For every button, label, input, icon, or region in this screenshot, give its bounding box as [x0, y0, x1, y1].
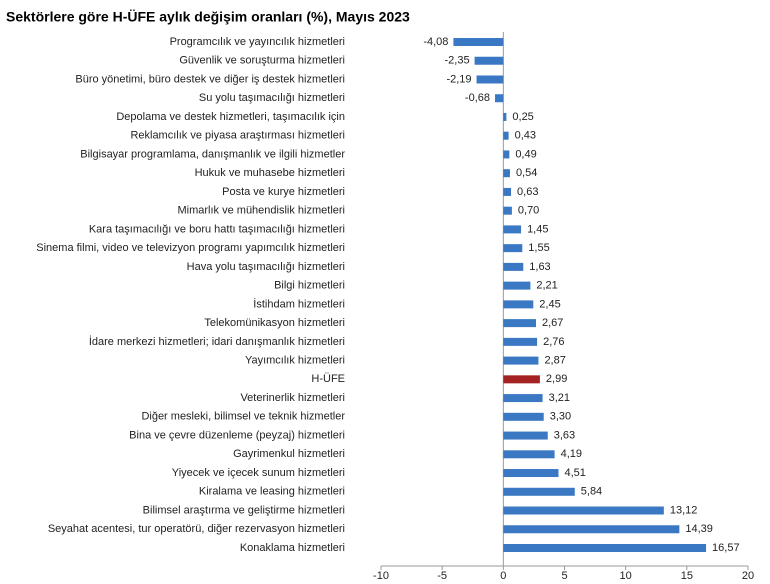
category-label: Mimarlık ve mühendislik hizmetleri [178, 205, 346, 217]
x-tick-label: 10 [620, 570, 632, 582]
bar [503, 487, 575, 496]
category-label: Yayımcılık hizmetleri [245, 354, 345, 366]
value-label: 3,63 [554, 429, 575, 441]
bar [503, 169, 510, 178]
value-label: 1,63 [529, 261, 550, 273]
value-label: 14,39 [685, 523, 713, 535]
bar [503, 300, 534, 309]
value-label: 0,25 [512, 111, 533, 123]
value-label: 13,12 [670, 504, 698, 516]
bar [503, 394, 543, 403]
category-label: Telekomünikasyon hizmetleri [204, 317, 345, 329]
category-label: İdare merkezi hizmetleri; idari danışman… [89, 335, 345, 348]
bar [503, 187, 512, 196]
bar [503, 150, 510, 159]
bar [503, 412, 544, 421]
value-label: -2,19 [446, 73, 471, 85]
category-label: Posta ve kurye hizmetleri [222, 186, 345, 198]
bar [503, 319, 536, 328]
bar [503, 337, 538, 346]
value-label: 1,55 [528, 242, 549, 254]
value-label: 0,49 [515, 148, 536, 160]
value-label: 2,45 [539, 298, 560, 310]
category-label: Hukuk ve muhasebe hizmetleri [195, 167, 345, 179]
category-label: Büro yönetimi, büro destek ve diğer iş d… [75, 73, 345, 85]
category-label: Yiyecek ve içecek sunum hizmetleri [172, 467, 345, 479]
bar [503, 206, 512, 215]
bar [503, 112, 507, 121]
bar [503, 469, 559, 478]
category-label: Diğer mesleki, bilimsel ve teknik hizmet… [141, 411, 345, 423]
x-tick-label: -10 [373, 570, 389, 582]
value-label: -2,35 [445, 55, 470, 67]
bar [503, 225, 522, 234]
category-label: Reklamcılık ve piyasa araştırması hizmet… [130, 130, 345, 142]
category-label: Programcılık ve yayıncılık hizmetleri [170, 36, 345, 48]
category-label: Gayrimenkul hizmetleri [233, 448, 345, 460]
category-label: Depolama ve destek hizmetleri, taşımacıl… [116, 111, 345, 123]
bar [503, 356, 539, 365]
bar [503, 431, 548, 440]
bar [503, 375, 540, 384]
value-label: 0,54 [516, 167, 537, 179]
bar [503, 262, 524, 271]
value-label: -0,68 [465, 92, 490, 104]
bar [503, 131, 509, 140]
x-tick-label: 0 [500, 570, 506, 582]
category-label: Güvenlik ve soruşturma hizmetleri [179, 55, 345, 67]
value-label: 4,19 [561, 448, 582, 460]
value-label: 0,70 [518, 205, 539, 217]
value-label: -4,08 [423, 36, 448, 48]
category-label: Kara taşımacılığı ve boru hattı taşımacı… [89, 223, 345, 235]
category-label: Veterinerlik hizmetleri [240, 392, 345, 404]
value-label: 0,43 [515, 130, 536, 142]
x-tick-label: 5 [561, 570, 567, 582]
bar [503, 450, 555, 459]
bar [503, 525, 680, 534]
category-label: Konaklama hizmetleri [240, 542, 345, 554]
value-label: 3,30 [550, 411, 571, 423]
x-tick-label: 15 [681, 570, 693, 582]
category-label: H-ÜFE [311, 373, 345, 385]
chart-title: Sektörlere göre H-ÜFE aylık değişim oran… [6, 9, 410, 25]
bar [503, 506, 664, 515]
category-label: Bina ve çevre düzenleme (peyzaj) hizmetl… [129, 429, 345, 441]
category-label: Bilgisayar programlama, danışmanlık ve i… [80, 148, 345, 160]
bar [453, 38, 504, 46]
category-label: Su yolu taşımacılığı hizmetleri [199, 92, 345, 104]
value-label: 1,45 [527, 223, 548, 235]
category-label: Hava yolu taşımacılığı hizmetleri [187, 261, 345, 273]
x-tick-label: -5 [437, 570, 447, 582]
category-label: Bilimsel araştırma ve geliştirme hizmetl… [143, 504, 345, 516]
value-label: 16,57 [712, 542, 740, 554]
value-label: 5,84 [581, 486, 602, 498]
category-label: Seyahat acentesi, tur operatörü, diğer r… [48, 523, 345, 535]
bar [476, 75, 504, 84]
value-label: 3,21 [549, 392, 570, 404]
bar [495, 94, 504, 103]
value-label: 2,67 [542, 317, 563, 329]
bar [503, 281, 531, 290]
category-label: Kiralama ve leasing hizmetleri [199, 486, 345, 498]
bar [474, 56, 504, 65]
bar [503, 544, 707, 552]
category-label: Sinema filmi, video ve televizyon progra… [36, 242, 345, 254]
category-label: İstihdam hizmetleri [253, 297, 345, 310]
bar [503, 244, 523, 253]
value-label: 2,99 [546, 373, 567, 385]
category-label: Bilgi hizmetleri [274, 280, 345, 292]
x-tick-label: 20 [742, 570, 754, 582]
value-label: 2,76 [543, 336, 564, 348]
value-label: 2,87 [544, 354, 565, 366]
value-label: 0,63 [517, 186, 538, 198]
value-label: 4,51 [565, 467, 586, 479]
value-label: 2,21 [536, 280, 557, 292]
